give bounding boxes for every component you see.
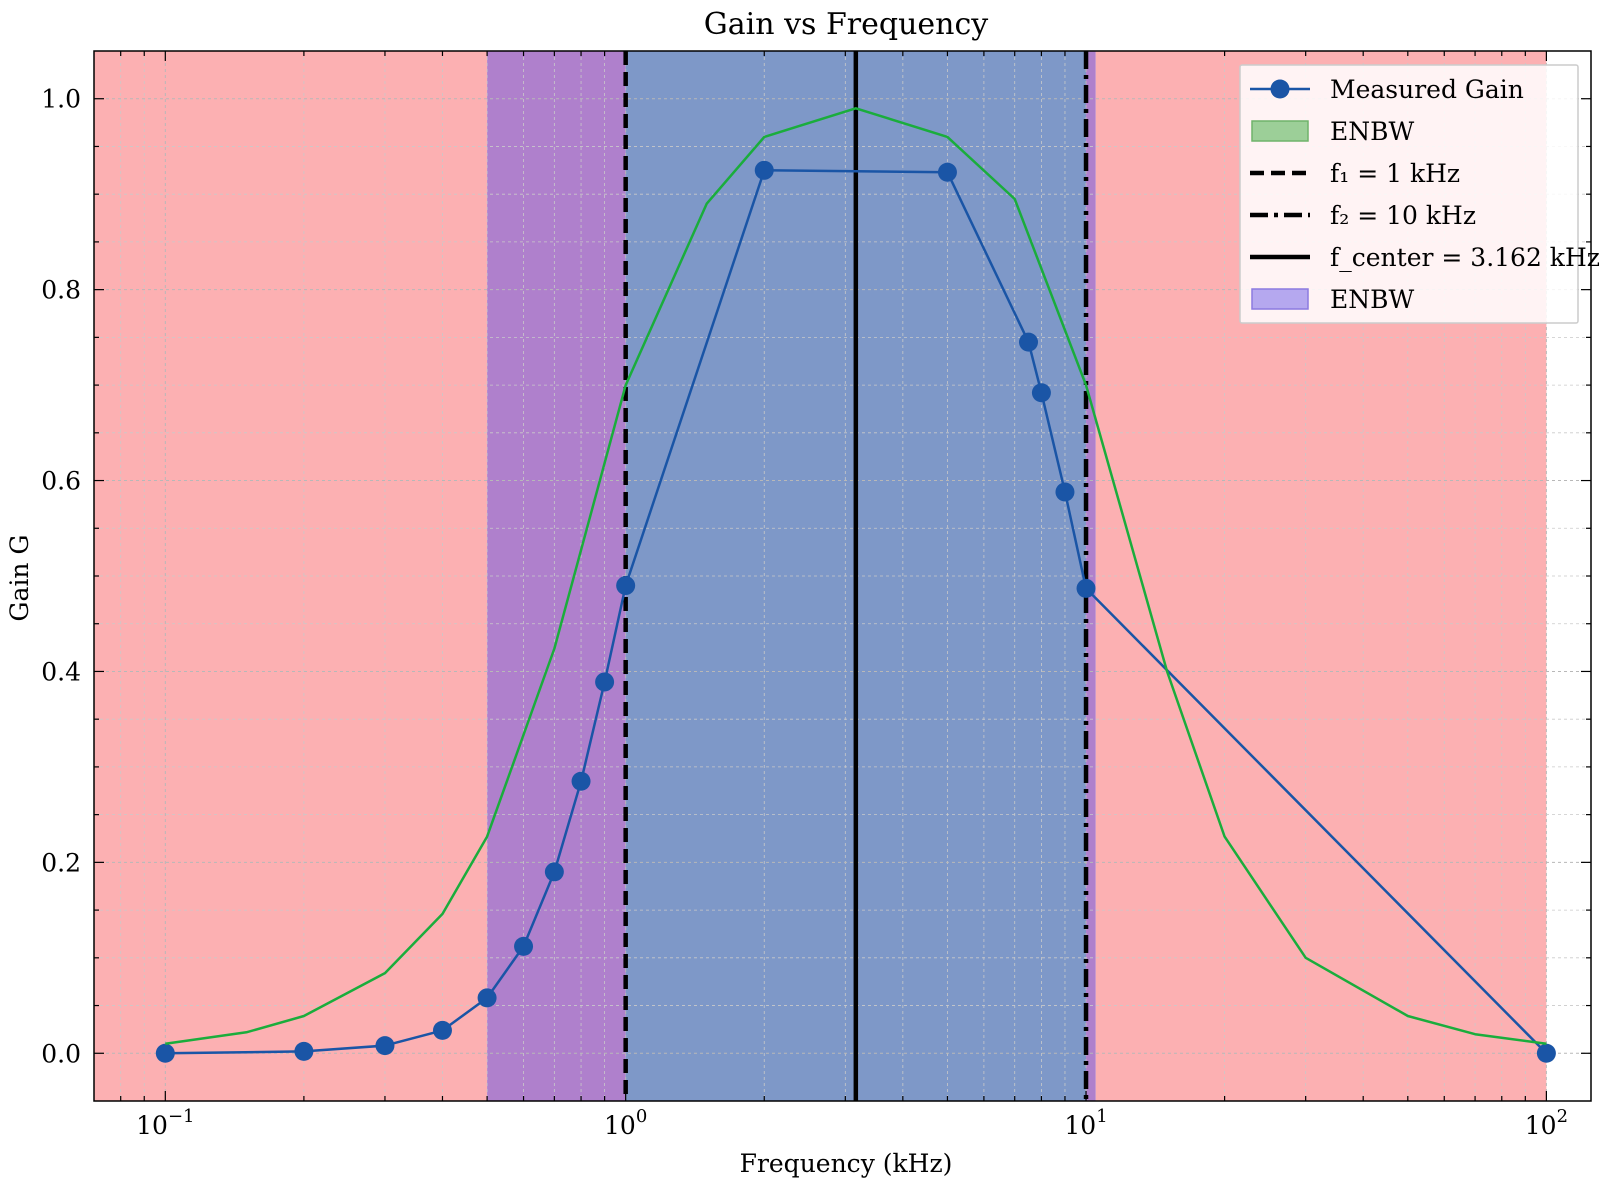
legend-label: ENBW [1330, 117, 1414, 146]
y-tick-label: 0.4 [41, 657, 81, 686]
y-tick-label: 0.0 [41, 1039, 81, 1068]
data-point [155, 1043, 175, 1063]
legend-label: f₁ = 1 kHz [1330, 159, 1460, 188]
legend-label: f_center = 3.162 kHz [1330, 243, 1600, 272]
y-tick-label: 0.8 [41, 276, 81, 305]
legend: Measured Gain ENBW f₁ = 1 kHz f₂ = 10 kHz f_… [1239, 64, 1600, 324]
plot-area [93, 50, 1592, 1102]
x-tick-label: 100 [604, 1106, 647, 1140]
legend-box [1239, 64, 1579, 324]
legend-label: Measured Gain [1330, 75, 1524, 104]
data-point [937, 162, 957, 182]
y-tick-label: 1.0 [41, 85, 81, 114]
x-axis-label: Frequency (kHz) [740, 1149, 953, 1178]
series-line-1 [165, 107, 1547, 1045]
legend-patch-handle [1251, 288, 1309, 310]
x-tick-label: 10−1 [136, 1106, 194, 1140]
data-point [294, 1041, 314, 1061]
x-tick-label: 102 [1525, 1106, 1568, 1140]
shaded-span-0 [94, 51, 488, 1101]
x-tick-label: 101 [1064, 1106, 1107, 1140]
y-axis-label: Gain G [5, 535, 34, 622]
data-point [1076, 578, 1096, 598]
legend-marker-handle [1270, 79, 1290, 99]
data-point [616, 576, 636, 596]
data-point [1019, 332, 1039, 352]
data-point [432, 1020, 452, 1040]
chart-title: Gain vs Frequency [704, 7, 988, 42]
data-point [1031, 383, 1051, 403]
y-tick-label: 0.2 [41, 848, 81, 877]
data-point [544, 862, 564, 882]
data-point [375, 1036, 395, 1056]
data-point [514, 936, 534, 956]
legend-label: f₂ = 10 kHz [1330, 201, 1476, 230]
data-point [1055, 482, 1075, 502]
legend-patch-handle [1251, 120, 1309, 142]
data-point [477, 988, 497, 1008]
ticks [94, 51, 1591, 1101]
data-point [595, 672, 615, 692]
y-tick-label: 0.6 [41, 467, 81, 496]
data-point [754, 160, 774, 180]
legend-label: ENBW [1330, 285, 1414, 314]
data-point [571, 771, 591, 791]
data-point [1536, 1043, 1556, 1063]
